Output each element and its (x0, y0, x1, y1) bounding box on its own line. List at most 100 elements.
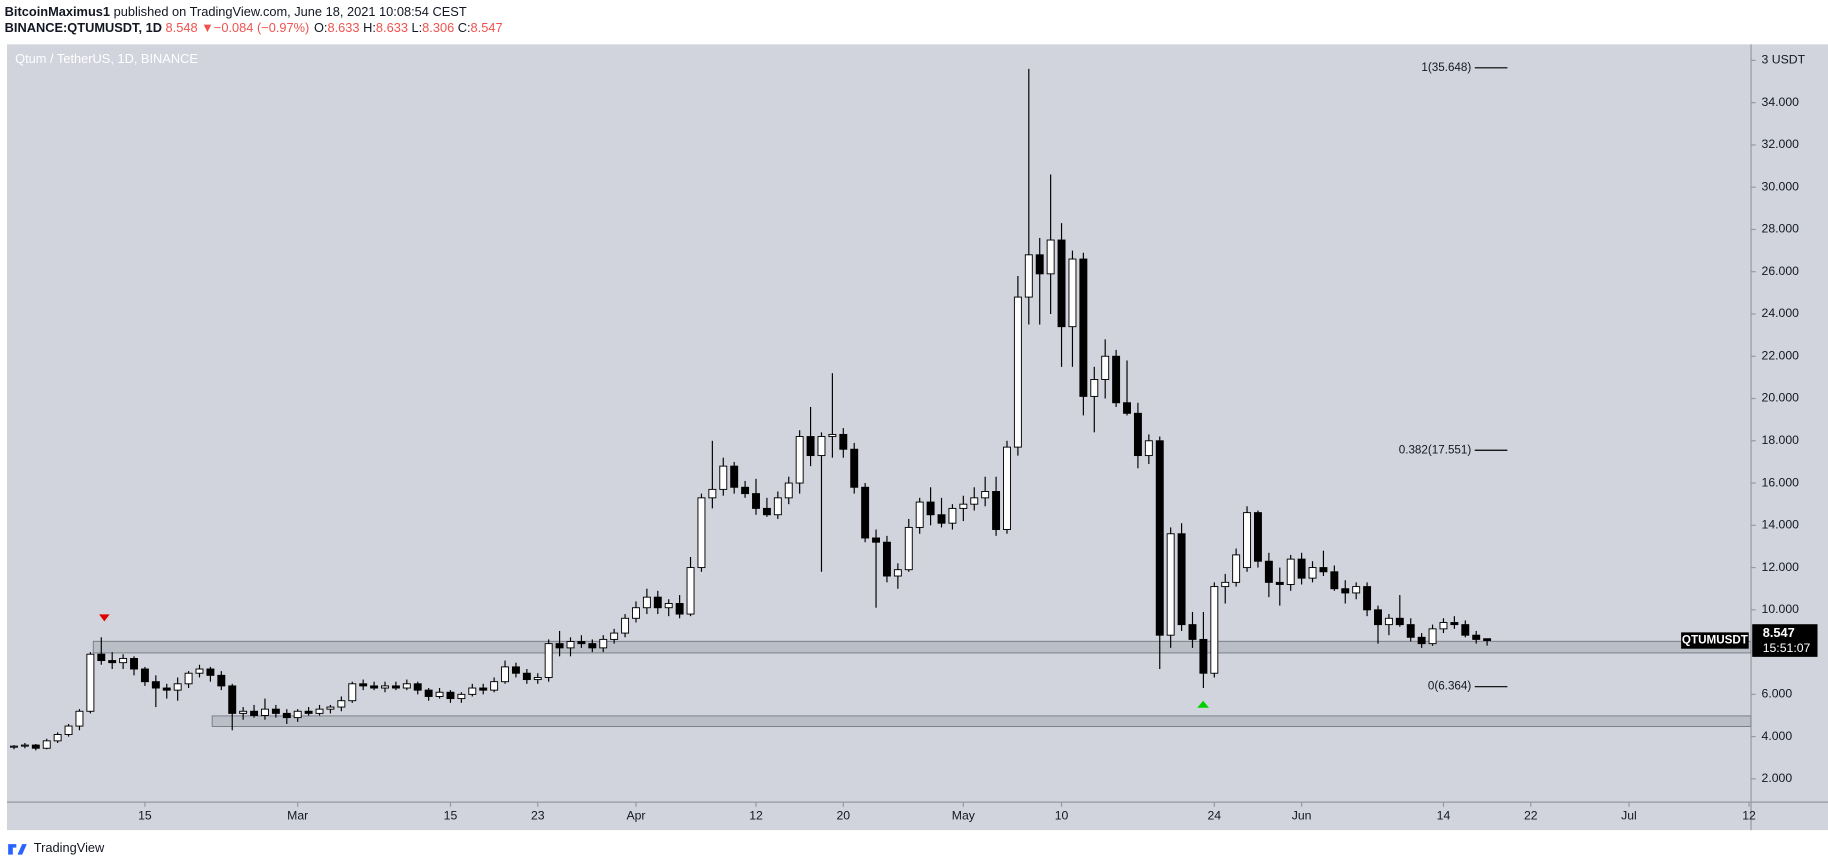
candle-body (184, 672, 193, 685)
price-zone (211, 715, 1752, 727)
candle-body (773, 497, 782, 516)
candle-body (1352, 586, 1361, 594)
candle-body (1133, 412, 1142, 457)
header-line-2: BINANCE:QTUMUSDT, 1D 8.548 ▼−0.084 (−0.9… (5, 21, 503, 36)
ohlc-value: 8.547 (471, 21, 503, 36)
candle-body (904, 526, 913, 571)
x-tick-label: May (952, 808, 976, 822)
candle-body (642, 596, 651, 609)
candle-body (555, 643, 564, 649)
candle-body (173, 683, 182, 691)
candle-body (359, 683, 368, 687)
price-tag-bg (1752, 624, 1818, 657)
candle-body (326, 706, 335, 710)
ohlc-value: 8.633 (376, 21, 408, 36)
candle-body (424, 689, 433, 697)
candle-body (872, 537, 881, 543)
footer-brand: TradingView (34, 840, 105, 855)
symbol: BINANCE:QTUMUSDT, 1D (5, 21, 162, 36)
candle-body (1068, 258, 1077, 328)
x-tick-label: Mar (287, 808, 308, 822)
candle-body (1472, 634, 1481, 640)
candle-body (162, 687, 171, 691)
candle-body (10, 745, 18, 748)
x-tick-label: 12 (749, 808, 763, 822)
x-tick-label: 22 (1524, 808, 1538, 822)
candle-body (151, 681, 160, 689)
candle-body (250, 710, 259, 716)
price-zone (92, 640, 1752, 654)
candle-body (1144, 440, 1153, 457)
candle-body (882, 541, 891, 577)
candle-body (577, 641, 586, 645)
candle-body (348, 683, 357, 702)
candle-body (828, 433, 837, 438)
candle-body (719, 465, 728, 490)
chart-background (6, 44, 1828, 831)
candle-body (1319, 567, 1328, 573)
candle-body (1461, 624, 1470, 636)
candle-body (1166, 533, 1175, 636)
candle-body (1243, 512, 1252, 569)
plot: 1(35.648) 0.382(17.551) 0(6.364) (10, 61, 1752, 751)
candle-body (697, 497, 706, 569)
y-tick-label: 10.000 (1762, 602, 1800, 616)
x-tick-label: 15 (444, 808, 458, 822)
candle-body (42, 740, 51, 749)
chart-title: Qtum / TetherUS, 1D, BINANCE (15, 51, 198, 66)
countdown: 15:51:07 (1763, 641, 1811, 655)
candle-body (850, 448, 859, 488)
candle-body (1395, 617, 1404, 626)
ohlc: O:8.633 H:8.633 L:8.306 C:8.547 (314, 21, 503, 36)
candle-body (784, 482, 793, 499)
candle-body (468, 687, 477, 695)
ohlc-key: L: (411, 21, 422, 36)
candle-body (1297, 558, 1306, 579)
candle-body (948, 507, 957, 524)
y-tick-label: 20.000 (1762, 391, 1800, 405)
candle-body (915, 501, 924, 528)
candle-body (588, 643, 597, 649)
candle-body (304, 710, 313, 714)
candle-body (708, 488, 717, 499)
candle-body (1177, 533, 1186, 626)
candle-body (937, 514, 946, 524)
candle-body (1013, 296, 1022, 448)
symbol-tag-bg (1681, 632, 1749, 649)
candle-body (457, 693, 466, 700)
candle-body (1123, 402, 1131, 414)
symbol-tag: QTUMUSDT (1682, 634, 1748, 647)
candle-body (522, 672, 531, 681)
y-tick-label: 26.000 (1762, 264, 1800, 278)
candle-body (64, 725, 73, 735)
last-price: 8.548 (166, 21, 198, 36)
candle-body (1090, 379, 1099, 397)
candle-body (446, 691, 455, 700)
candle-body (1210, 586, 1219, 674)
candle-body (1221, 581, 1230, 588)
candle-body (1275, 581, 1284, 585)
x-tick-label: 15 (138, 808, 152, 822)
candle-body (271, 708, 280, 714)
candle-body (610, 632, 619, 640)
candle-body (1308, 567, 1317, 579)
y-tick-label: 2.000 (1762, 771, 1793, 785)
candle-body (861, 486, 870, 539)
candle-body (1286, 558, 1295, 585)
candle-body (413, 683, 422, 691)
y-tick-label: 34.000 (1762, 95, 1800, 109)
candle-body (1264, 560, 1273, 583)
candle-body (20, 744, 29, 747)
candle-body (1406, 624, 1415, 638)
candle-body (261, 708, 269, 716)
ohlc-value: 8.306 (422, 21, 454, 36)
logo: TradingView (8, 840, 105, 855)
candle-body (1374, 609, 1382, 626)
y-tick-label: 22.000 (1762, 348, 1800, 362)
change-arrow: ▼ (201, 21, 214, 36)
candle-body (675, 603, 684, 615)
fib-label: 1(35.648) (1421, 61, 1471, 74)
candle-body (1428, 628, 1437, 645)
candle-body (1232, 554, 1241, 583)
candle-body (664, 603, 673, 609)
